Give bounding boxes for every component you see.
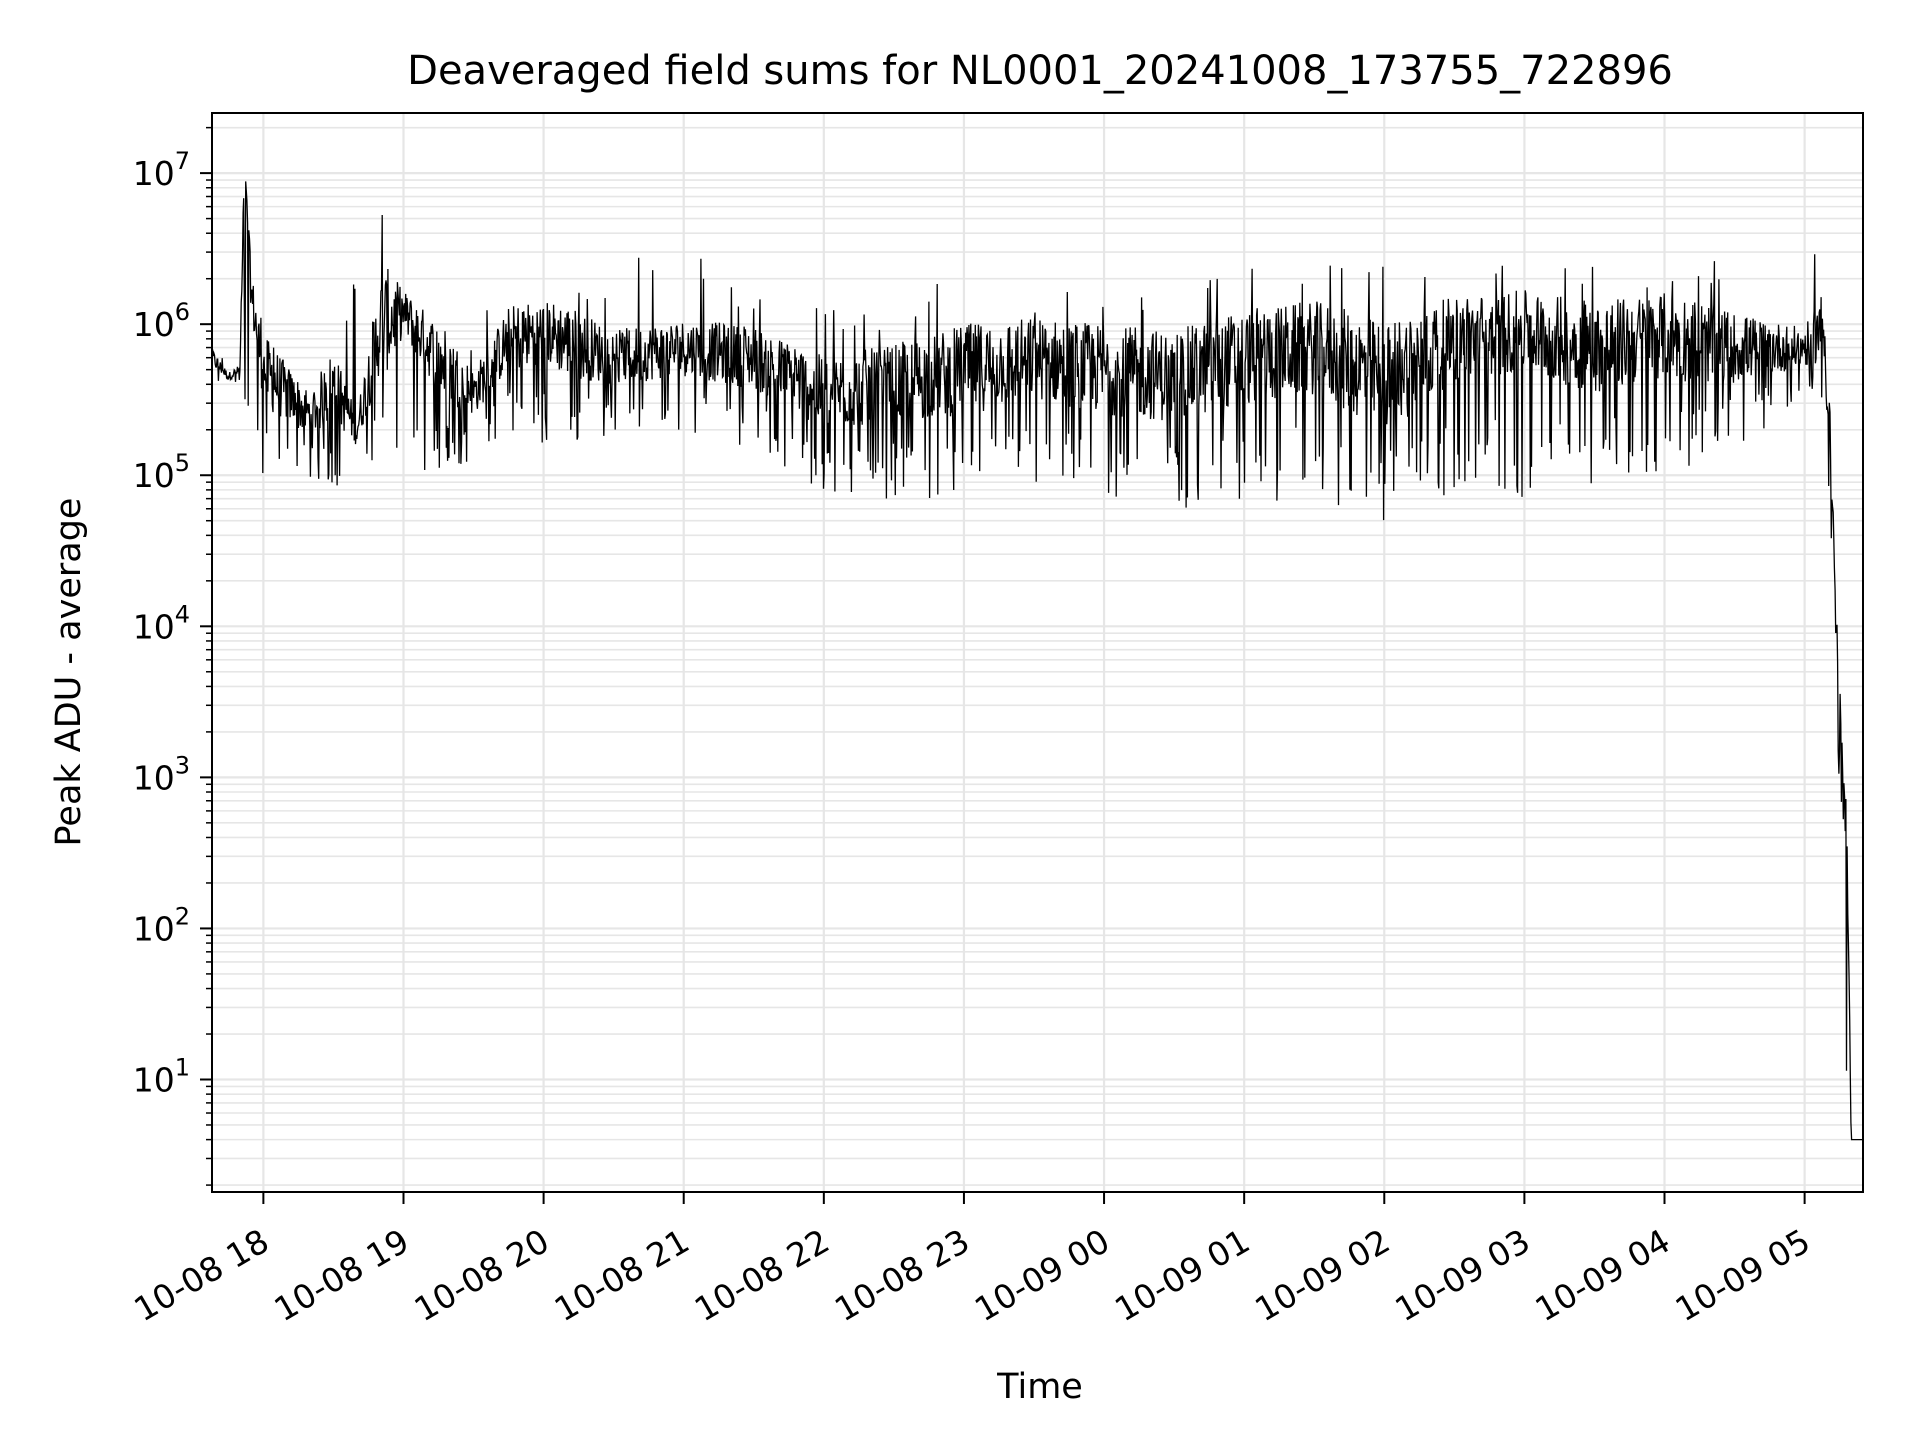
svg-text:102: 102 — [133, 902, 190, 948]
y-axis-label: Peak ADU - average — [49, 498, 89, 847]
svg-text:103: 103 — [133, 751, 190, 797]
svg-text:107: 107 — [133, 147, 190, 193]
y-tick-label: 107 — [133, 147, 190, 193]
svg-text:106: 106 — [133, 298, 190, 344]
x-axis-label: Time — [996, 1367, 1083, 1407]
svg-text:105: 105 — [133, 449, 190, 495]
y-tick-label: 102 — [133, 902, 190, 948]
y-tick-label: 104 — [133, 600, 190, 646]
y-tick-label: 103 — [133, 751, 190, 797]
grid-lines — [212, 113, 1863, 1192]
y-tick-label: 105 — [133, 449, 190, 495]
svg-text:101: 101 — [133, 1053, 190, 1099]
plot-frame — [211, 112, 1864, 1193]
y-axis: 101 102 103 104 105 106 107 — [133, 126, 212, 1186]
y-tick-label: 101 — [133, 1053, 190, 1099]
series-group — [211, 181, 1863, 1141]
chart-title: Deaveraged field sums for NL0001_2024100… — [407, 48, 1673, 94]
y-tick-label: 106 — [133, 298, 190, 344]
svg-text:104: 104 — [133, 600, 190, 646]
series-line-0 — [211, 181, 1863, 1141]
